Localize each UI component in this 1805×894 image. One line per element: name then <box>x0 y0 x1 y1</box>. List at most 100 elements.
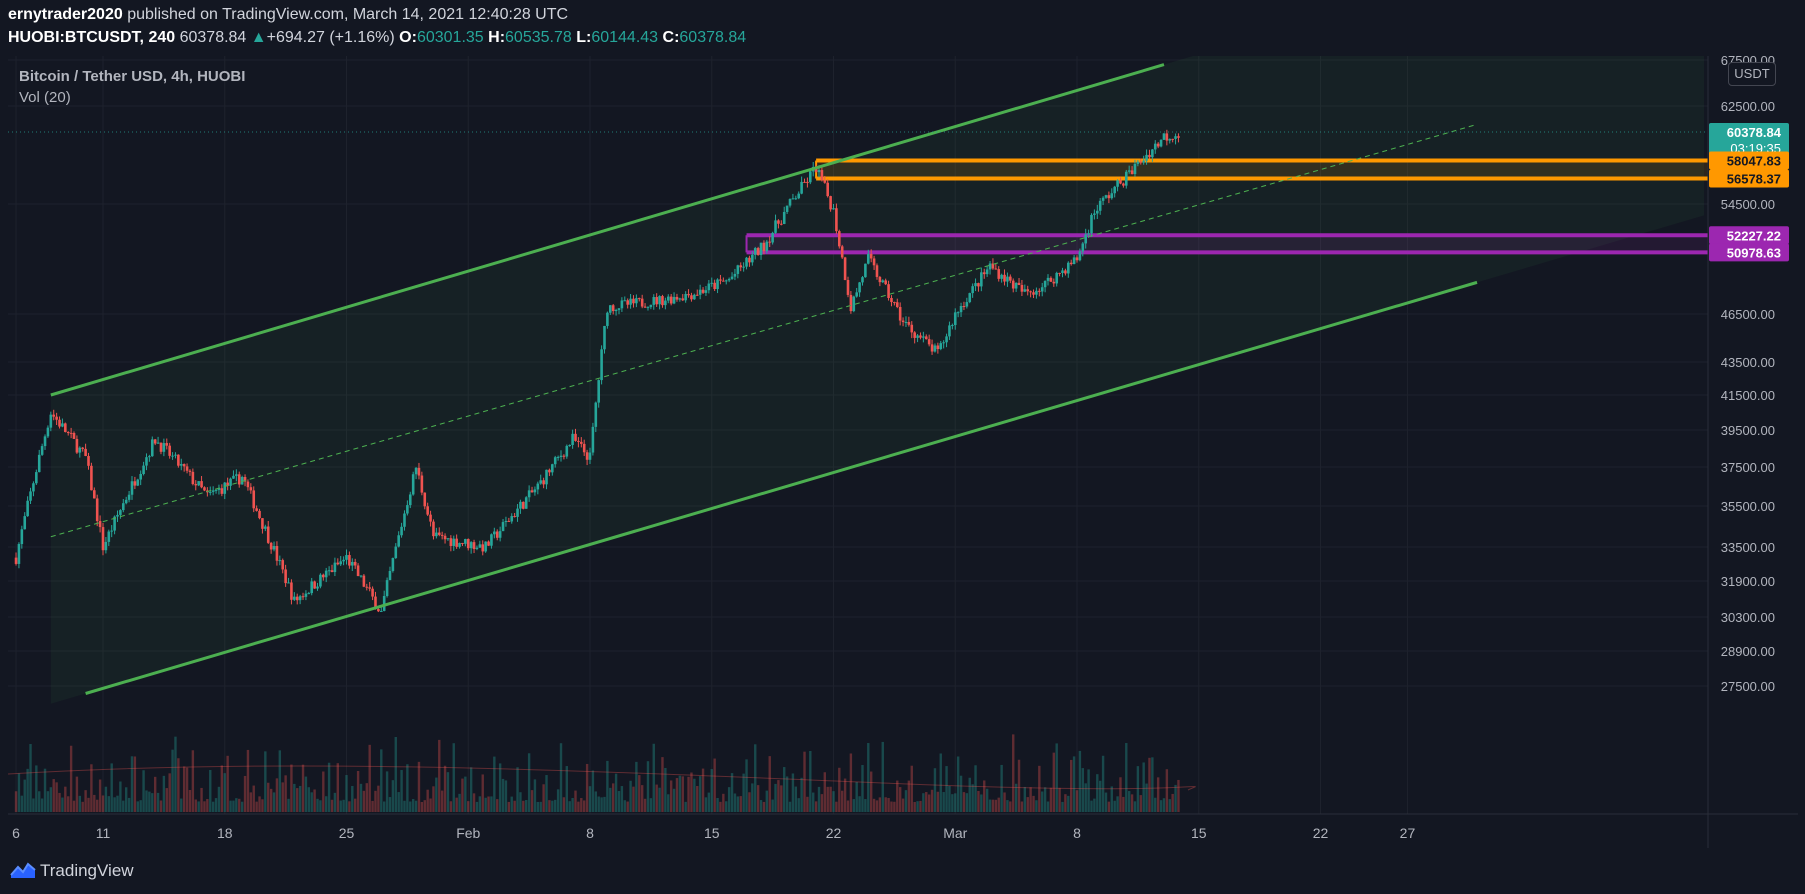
candle-body <box>872 258 876 266</box>
tradingview-brand[interactable]: TradingView <box>40 861 134 880</box>
candle-body <box>1139 161 1143 163</box>
candle-body <box>777 220 780 224</box>
volume-bar <box>1096 774 1099 812</box>
volume-bar <box>17 773 21 812</box>
candle-body <box>1003 274 1006 282</box>
volume-bar <box>939 753 942 812</box>
time-tick-label: 15 <box>1191 825 1207 841</box>
time-tick-label: 18 <box>217 825 233 841</box>
candle-body <box>730 276 734 279</box>
volume-bar <box>1055 743 1058 812</box>
volume-bar <box>620 786 624 812</box>
volume-bar <box>823 772 827 812</box>
candle-body <box>762 242 766 252</box>
volume-bar <box>942 792 945 812</box>
volume-bar <box>545 775 548 812</box>
volume-bar <box>574 790 577 812</box>
volume-bar <box>551 800 554 812</box>
candle-body <box>620 300 624 309</box>
candle-body <box>669 296 673 304</box>
volume-bar <box>127 797 131 812</box>
candle-body <box>1023 289 1027 292</box>
candle-body <box>1017 282 1021 285</box>
volume-bar <box>235 798 238 812</box>
time-tick-label: 25 <box>339 825 355 841</box>
volume-bar <box>727 787 731 812</box>
candle-body <box>719 279 722 281</box>
candle-body <box>64 423 67 432</box>
candle-body <box>145 457 148 466</box>
candle-body <box>339 561 343 565</box>
candle-body <box>1116 180 1119 187</box>
price-marker: 56578.37 <box>1709 169 1789 188</box>
candle-body <box>435 532 438 537</box>
candle-body <box>49 414 53 428</box>
candle-body <box>698 289 702 295</box>
volume-bar <box>785 776 789 812</box>
candle-body <box>794 198 798 200</box>
volume-bar <box>148 791 151 812</box>
candle-body <box>901 320 905 323</box>
volume-bar <box>910 765 913 812</box>
volume-bar <box>1078 750 1082 812</box>
close-label: C: <box>662 29 680 46</box>
candle-body <box>1069 262 1073 265</box>
candle-body <box>1032 292 1035 295</box>
candle-body <box>417 467 421 476</box>
volume-bar <box>133 756 137 812</box>
candle-body <box>385 580 389 596</box>
volume-bar <box>1067 795 1070 812</box>
candle-body <box>397 535 400 547</box>
symbol-label: HUOBI:BTCUSDT, 240 <box>8 29 176 46</box>
volume-bar <box>29 744 32 812</box>
candle-body <box>1058 272 1061 274</box>
volume-bar <box>107 796 110 812</box>
candle-body <box>307 593 311 595</box>
candle-body <box>293 596 296 600</box>
author-name[interactable]: ernytrader2020 <box>8 6 123 23</box>
candle-body <box>443 535 447 540</box>
candle-body <box>887 284 890 298</box>
candle-body <box>1000 274 1003 279</box>
currency-badge[interactable]: USDT <box>1728 62 1776 86</box>
candle-body <box>275 546 279 561</box>
volume-bar <box>759 800 763 812</box>
candle-body <box>501 522 505 532</box>
candle-body <box>498 531 502 538</box>
volume-bar <box>800 777 803 812</box>
candle-body <box>649 304 653 308</box>
candle-body <box>121 503 125 511</box>
volume-bar <box>617 791 621 812</box>
candle-body <box>1104 195 1108 198</box>
price-marker-label: 56578.37 <box>1727 172 1781 187</box>
candle-body <box>1177 136 1180 138</box>
volume-indicator-label[interactable]: Vol (20) <box>19 89 71 106</box>
candle-body <box>116 514 119 517</box>
volume-bar <box>403 800 406 812</box>
volume-bar <box>75 776 79 812</box>
volume-bar <box>455 797 458 812</box>
volume-bar <box>365 783 368 812</box>
candle-body <box>1095 210 1099 214</box>
candle-body <box>533 489 537 493</box>
volume-bar <box>983 780 986 812</box>
volume-bar <box>1107 801 1111 812</box>
candle-body <box>469 542 473 549</box>
candle-body <box>1165 133 1169 141</box>
candle-body <box>826 182 830 197</box>
volume-bar <box>182 766 186 812</box>
chart-area[interactable]: 67500.0062500.0054500.0046500.0043500.00… <box>8 56 1798 848</box>
candle-body <box>556 456 560 458</box>
chart-canvas[interactable]: 67500.0062500.0054500.0046500.0043500.00… <box>8 56 1798 848</box>
candle-body <box>910 324 914 333</box>
candle-body <box>58 419 61 427</box>
price-marker: 50978.63 <box>1709 243 1789 262</box>
volume-bar <box>1122 796 1125 812</box>
volume-bar <box>556 789 560 812</box>
volume-bar <box>1026 797 1029 812</box>
volume-bar <box>72 800 76 812</box>
volume-bar <box>922 793 925 812</box>
candle-body <box>240 476 244 485</box>
candle-body <box>553 457 557 465</box>
volume-bar <box>194 799 197 812</box>
